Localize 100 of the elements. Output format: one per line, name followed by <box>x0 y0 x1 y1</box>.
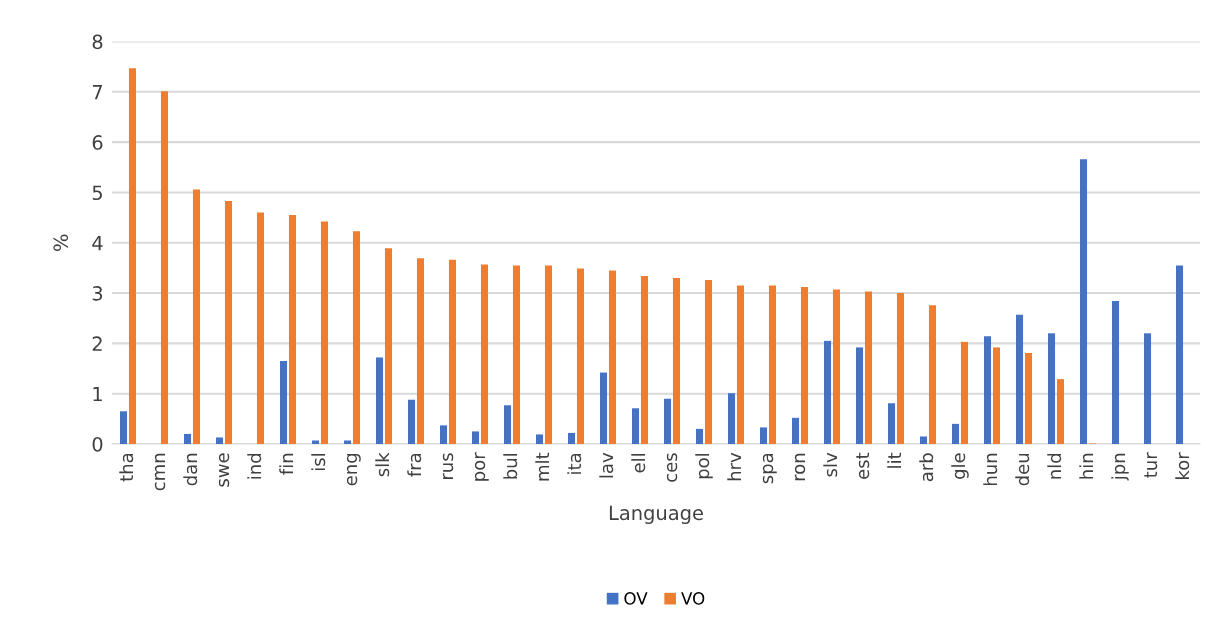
x-tick-label: jpn <box>1111 453 1129 481</box>
bar <box>928 305 936 444</box>
x-tick-label: ces <box>666 453 678 482</box>
bar <box>312 440 320 444</box>
bar <box>160 91 168 444</box>
bar <box>1056 379 1064 444</box>
x-tick-label: kor <box>1175 452 1190 479</box>
x-tick-label: por <box>474 452 489 481</box>
bar <box>1048 333 1056 444</box>
bar <box>800 287 808 444</box>
x-tick-label: lav <box>599 452 614 478</box>
bar <box>888 403 896 444</box>
bar <box>352 231 360 444</box>
x-tick-label: rus <box>442 453 454 479</box>
x-tick-label: mlt <box>535 452 549 481</box>
x-tick-label: dan <box>183 453 198 486</box>
bar <box>216 437 224 444</box>
x-tick-label: isl <box>311 454 326 471</box>
x-tick-label: slv <box>823 452 838 477</box>
bar <box>696 428 704 444</box>
x-tick-label: ind <box>247 453 262 479</box>
bar <box>856 347 864 444</box>
x-tick-label: fra <box>407 453 422 477</box>
y-tick-label: 2 <box>92 336 102 351</box>
legend-label: VO <box>681 592 705 605</box>
bar <box>896 293 904 444</box>
y-tick-label: 5 <box>92 185 102 201</box>
bar <box>192 189 200 444</box>
x-tick-label: ell <box>631 454 646 473</box>
bar <box>120 411 128 444</box>
x-tick-label: nld <box>1047 453 1062 479</box>
bar <box>984 336 992 444</box>
y-tick-label: 6 <box>92 135 103 150</box>
bar <box>1176 265 1184 444</box>
x-tick-label: deu <box>1015 453 1030 486</box>
y-tick-label: 0 <box>92 436 103 452</box>
y-axis-title: % <box>53 234 69 251</box>
bar <box>416 258 424 444</box>
bar <box>568 432 576 444</box>
bar <box>960 341 968 444</box>
bar <box>952 423 960 444</box>
bar <box>544 265 552 444</box>
x-tick-label: hin <box>1079 453 1093 479</box>
x-tick-label: hun <box>983 453 998 486</box>
x-axis-title: Language <box>609 505 703 524</box>
bar <box>760 427 768 444</box>
x-tick-label: fin <box>279 453 293 475</box>
x-tick-label: gle <box>951 453 969 479</box>
bar <box>600 372 608 444</box>
bar <box>632 408 640 444</box>
x-tick-label: hrv <box>727 452 741 481</box>
bar <box>1016 314 1024 444</box>
bar <box>480 264 488 444</box>
bar <box>256 212 264 444</box>
x-tick-label: ita <box>567 453 582 474</box>
bar <box>280 360 288 444</box>
x-tick-label: eng <box>346 453 361 486</box>
bar <box>344 440 352 444</box>
bar <box>288 215 296 444</box>
bar <box>1112 301 1120 444</box>
x-tick-label: swe <box>218 453 230 487</box>
bar <box>512 265 520 444</box>
x-tick-label: tur <box>1144 452 1158 478</box>
bar <box>992 347 1000 444</box>
bar <box>640 275 648 444</box>
bar <box>576 268 584 444</box>
x-tick-label: lit <box>887 452 901 468</box>
x-tick-label: cmn <box>154 453 166 491</box>
x-tick-label: bul <box>503 454 518 479</box>
x-tick-label: spa <box>762 453 777 484</box>
bar <box>128 68 136 444</box>
x-tick-label: ron <box>794 453 806 481</box>
bar <box>792 417 800 444</box>
bar <box>1024 352 1032 444</box>
bar <box>408 399 416 444</box>
bar <box>440 425 448 444</box>
x-tick-label: est <box>856 452 870 479</box>
y-tick-label: 7 <box>92 85 102 100</box>
x-tick-label: slk <box>375 452 390 477</box>
bar <box>728 393 736 444</box>
bar <box>672 277 680 444</box>
x-tick-label: pol <box>695 454 713 479</box>
y-tick-label: 3 <box>92 286 103 301</box>
bar <box>536 434 544 444</box>
bar <box>184 433 192 444</box>
bar <box>832 289 840 444</box>
y-tick-label: 8 <box>92 34 103 50</box>
legend-label: OV <box>624 592 648 605</box>
bar <box>504 405 512 444</box>
bar <box>1080 159 1088 444</box>
bar <box>608 270 616 444</box>
bar <box>920 436 928 444</box>
bar <box>736 285 744 444</box>
bar <box>472 431 480 444</box>
y-tick-label: 1 <box>93 386 102 402</box>
bar <box>376 357 384 444</box>
bar <box>768 285 776 444</box>
bar <box>864 291 872 444</box>
bar <box>320 221 328 444</box>
bar <box>448 259 456 444</box>
